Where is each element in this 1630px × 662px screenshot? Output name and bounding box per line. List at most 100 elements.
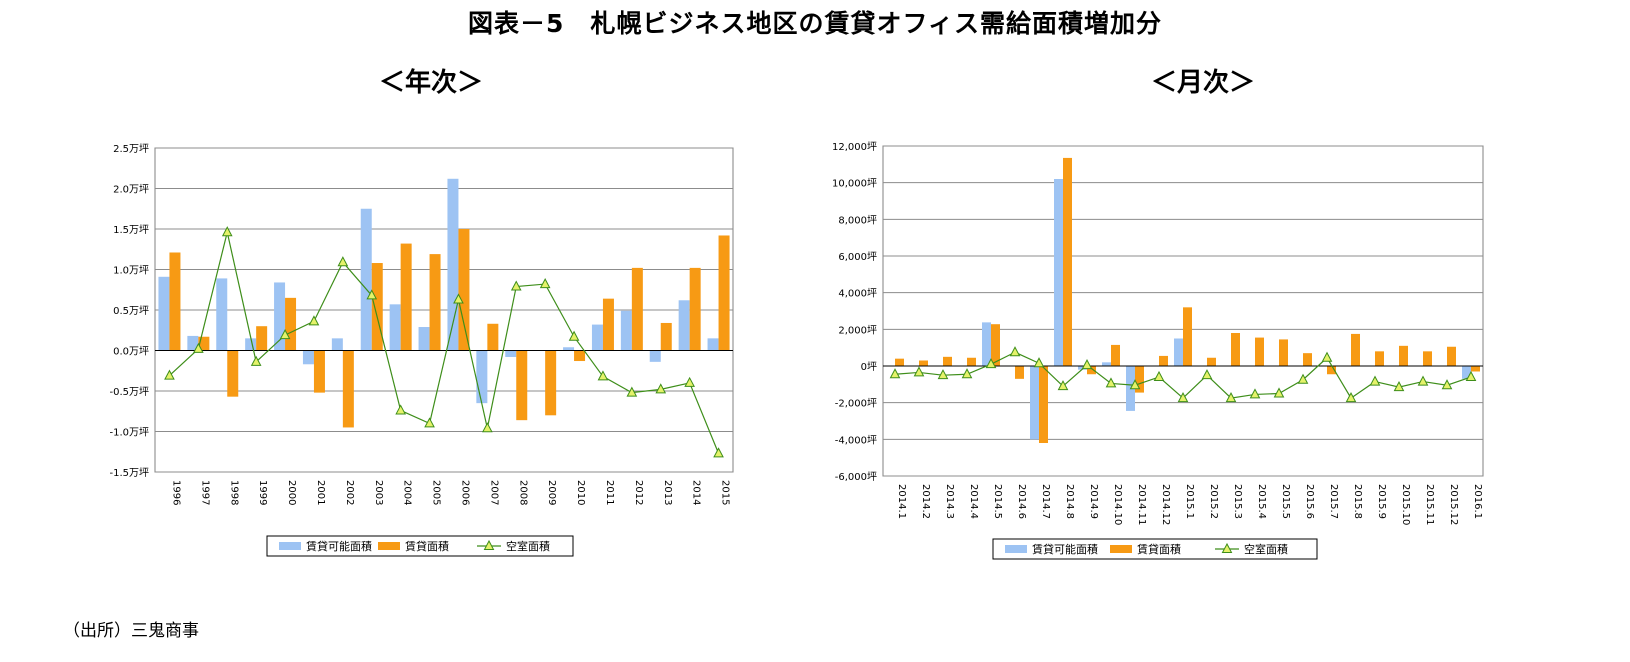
y-tick-label: 6,000坪	[838, 250, 877, 263]
y-tick-label: -4,000坪	[835, 433, 877, 446]
bar-available	[476, 350, 488, 404]
marker-vacant	[913, 366, 925, 377]
marker-vacant	[1105, 377, 1117, 388]
marker-vacant	[1033, 357, 1045, 368]
bar-leased	[689, 267, 701, 351]
legend-swatch	[378, 542, 400, 550]
bar-leased	[1447, 346, 1456, 366]
bar-available	[158, 276, 170, 351]
legend-box	[266, 535, 574, 557]
marker-vacant	[221, 226, 233, 237]
bar-leased	[458, 229, 470, 351]
bar-available	[678, 300, 690, 351]
bar-leased	[1015, 366, 1024, 379]
bar-available	[302, 350, 314, 365]
legend-label: 賃貸可能面積	[1032, 542, 1098, 556]
marker-vacant	[961, 368, 973, 379]
bar-available	[1102, 362, 1111, 366]
x-tick-label: 2014.12	[1160, 484, 1171, 525]
bar-leased	[545, 350, 557, 416]
bar-leased	[1183, 307, 1192, 366]
y-tick-label: -2,000坪	[835, 397, 877, 410]
x-tick-label: 2015.6	[1304, 484, 1315, 519]
marker-vacant	[985, 358, 997, 369]
bar-leased	[313, 350, 325, 393]
marker-vacant	[164, 369, 175, 380]
x-tick-label: 2015.12	[1448, 484, 1459, 525]
marker-vacant	[568, 330, 580, 341]
x-tick-label: 2007	[488, 480, 499, 505]
bar-leased	[602, 298, 614, 351]
x-tick-label: 2005	[431, 480, 442, 505]
x-tick-label: 2014.11	[1136, 484, 1147, 525]
bar-leased	[1423, 351, 1432, 366]
bar-available	[1462, 366, 1471, 379]
bar-leased	[1351, 333, 1360, 366]
marker-vacant	[395, 404, 406, 415]
bar-leased	[256, 326, 268, 351]
bar-leased	[1231, 333, 1240, 366]
x-tick-label: 2013	[662, 480, 673, 505]
x-tick-label: 2006	[459, 480, 470, 505]
legend-swatch	[1110, 545, 1132, 553]
marker-vacant	[1297, 373, 1309, 384]
bar-available	[707, 338, 719, 351]
x-tick-label: 2015.4	[1256, 484, 1267, 519]
marker-vacant	[1441, 379, 1453, 390]
bar-available	[360, 208, 372, 351]
x-tick-label: 2014.4	[968, 484, 979, 519]
x-tick-label: 2015	[720, 480, 731, 505]
legend-label: 空室面積	[506, 539, 550, 553]
bar-leased	[487, 323, 499, 351]
legend-label: 空室面積	[1244, 542, 1288, 556]
marker-vacant	[1177, 392, 1189, 403]
page-title: 図表－5 札幌ビジネス地区の賃貸オフィス需給面積増加分	[468, 9, 1162, 38]
bar-available	[591, 324, 603, 351]
y-tick-label: 12,000坪	[832, 140, 877, 153]
bar-available	[187, 335, 199, 351]
monthly-chart: -6,000坪 -4,000坪 -2,000坪 0坪 2,000坪 4,000坪 6,000…	[832, 140, 1484, 560]
x-tick-label: 2012	[633, 480, 644, 505]
bar-available	[245, 338, 257, 351]
y-tick-label: 0.5万坪	[113, 304, 149, 317]
bar-leased	[1375, 351, 1384, 366]
bar-available	[274, 282, 286, 351]
x-tick-label: 2015.9	[1376, 484, 1387, 519]
x-tick-label: 1999	[257, 480, 268, 505]
bar-available	[1054, 179, 1063, 366]
marker-vacant	[1273, 387, 1285, 398]
x-tick-label: 2016.1	[1472, 484, 1483, 519]
bar-leased	[342, 350, 354, 428]
y-tick-label: 0坪	[861, 360, 877, 373]
bar-available	[620, 310, 632, 351]
bar-leased	[169, 252, 181, 351]
x-tick-label: 1998	[228, 480, 239, 505]
marker-vacant	[1201, 369, 1213, 380]
bar-leased	[1135, 366, 1144, 393]
line-vacant	[169, 232, 720, 454]
marker-vacant	[1345, 392, 1357, 403]
x-tick-label: 2015.2	[1208, 484, 1219, 519]
y-tick-label: 0.0万坪	[113, 345, 149, 358]
y-tick-label: 2.5万坪	[113, 142, 149, 155]
bar-leased	[1255, 337, 1264, 366]
bar-leased	[400, 243, 412, 351]
marker-vacant	[626, 386, 638, 397]
x-tick-label: 2015.10	[1400, 484, 1411, 525]
x-tick-label: 2015.5	[1280, 484, 1291, 519]
bar-leased	[429, 254, 441, 351]
marker-vacant	[597, 370, 609, 381]
marker-vacant	[1225, 392, 1237, 403]
marker-vacant	[1129, 379, 1141, 390]
bar-leased	[1111, 344, 1120, 366]
marker-vacant	[424, 417, 435, 428]
bar-leased	[1303, 353, 1312, 366]
annual-chart: -1.5万坪 -1.0万坪 -0.5万坪 0.0万坪 0.5万坪 1.0万坪 1.5万坪 2.…	[109, 142, 734, 557]
bar-available	[331, 338, 343, 351]
marker-vacant	[366, 289, 378, 300]
annual-chart-title: ＜年次＞	[378, 68, 483, 98]
bar-leased	[1207, 357, 1216, 366]
x-tick-label: 2014	[691, 480, 702, 505]
bar-leased	[1279, 339, 1288, 366]
marker-vacant	[308, 315, 320, 326]
